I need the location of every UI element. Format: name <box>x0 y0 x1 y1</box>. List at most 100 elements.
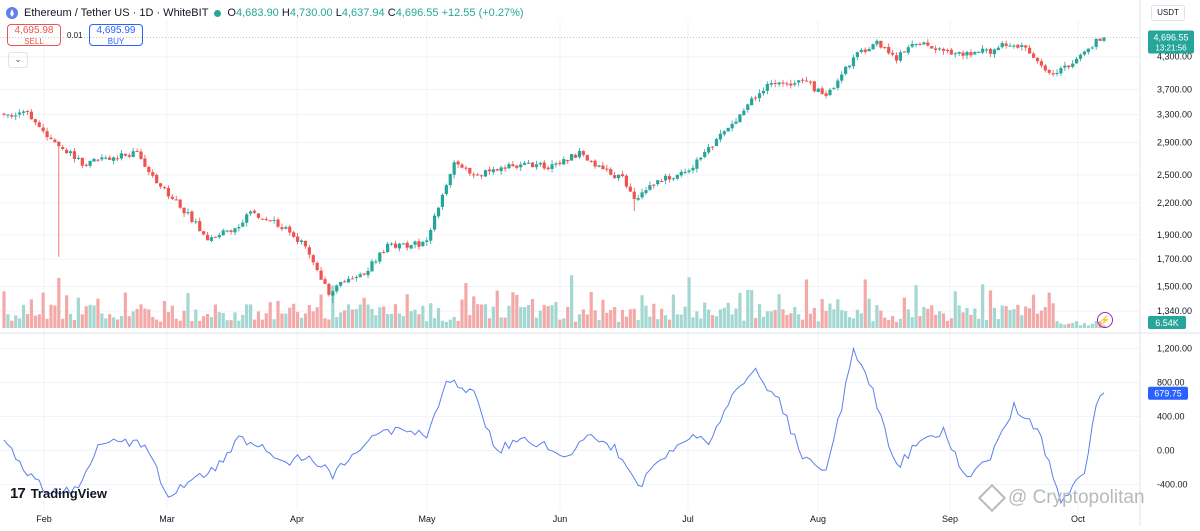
volume-bar <box>37 314 41 328</box>
volume-bar <box>464 283 468 328</box>
candle <box>765 81 769 95</box>
volume-bar <box>789 313 793 328</box>
volume-bar <box>104 318 108 328</box>
candle <box>472 172 476 179</box>
candle-body <box>444 185 448 195</box>
volume-bar <box>797 314 801 328</box>
candle <box>624 174 629 189</box>
buy-button[interactable]: 4,695.99 BUY <box>89 24 143 46</box>
volume-bar <box>765 311 769 328</box>
candle-body <box>577 150 582 158</box>
candle-body <box>319 270 323 280</box>
candle <box>84 163 88 168</box>
volume-bar <box>992 307 996 328</box>
candle-body <box>80 157 84 166</box>
volume-bar <box>245 304 249 328</box>
candle-body <box>178 199 182 208</box>
volume-bar <box>479 304 484 328</box>
candle <box>241 219 245 227</box>
volume-bar <box>589 291 593 328</box>
candle <box>25 110 30 115</box>
candle-body <box>996 47 1000 51</box>
candle-body <box>14 115 18 117</box>
candle-body <box>883 47 887 49</box>
volume-bar <box>335 317 339 328</box>
volume-bar <box>162 301 167 328</box>
candle-body <box>131 151 135 158</box>
candle <box>311 254 315 266</box>
candle-body <box>315 262 319 271</box>
candle <box>323 276 327 284</box>
volume-bar <box>429 303 433 328</box>
candle-body <box>448 174 452 186</box>
osc-tag <box>1148 386 1188 400</box>
price-tick-label: 2,200.00 <box>1157 198 1192 208</box>
candle-body <box>421 241 425 247</box>
volume-bar <box>804 279 809 328</box>
candle-body <box>863 49 867 52</box>
candle <box>789 79 793 89</box>
candle <box>503 164 507 172</box>
candle <box>280 223 284 232</box>
candle <box>1063 61 1067 72</box>
symbol-header[interactable]: Ethereum / Tether US · 1D · WhiteBIT O4,… <box>6 5 524 21</box>
candle <box>667 173 672 183</box>
volume-bar <box>1000 305 1004 328</box>
volume-bar <box>859 313 863 328</box>
candle <box>53 138 57 143</box>
candle <box>205 231 210 241</box>
oscillator <box>3 346 1105 505</box>
tradingview-logo[interactable]: 17 TradingView <box>10 485 107 502</box>
candle-body <box>147 166 151 173</box>
volume-bar <box>217 312 221 328</box>
sell-button[interactable]: 4,695.98 SELL <box>7 24 61 46</box>
brand-name: TradingView <box>30 486 108 501</box>
candle <box>840 71 844 84</box>
candle <box>18 109 22 118</box>
candle-body <box>953 53 957 55</box>
high-value: 4,730.00 <box>289 7 333 19</box>
time-tick-label: Sep <box>942 514 958 524</box>
volume-bar <box>914 285 918 328</box>
candle <box>409 244 413 250</box>
candle-body <box>656 180 660 185</box>
candle-body <box>354 276 358 278</box>
volume-bar <box>640 295 644 328</box>
candle <box>119 149 124 161</box>
candle <box>213 236 217 238</box>
candle-body <box>781 82 785 84</box>
lightning-icon[interactable]: ⚡ <box>1097 312 1113 328</box>
candle-body <box>272 219 276 221</box>
watermark-text: @ Cryptopolitan <box>1008 487 1145 508</box>
volume-bar <box>61 318 65 328</box>
candle <box>198 217 202 232</box>
collapse-legend-button[interactable]: ⌄ <box>8 52 28 68</box>
candle-body <box>663 175 668 181</box>
candle <box>483 169 488 178</box>
candle-body <box>104 157 108 159</box>
volume-bar <box>703 302 707 328</box>
candle <box>996 45 1000 51</box>
candle-body <box>21 111 26 113</box>
symbol-title[interactable]: Ethereum / Tether US · 1D · WhiteBIT <box>24 7 209 19</box>
currency-selector[interactable]: USDT <box>1151 5 1185 21</box>
candle <box>299 239 304 245</box>
candle-body <box>174 199 178 201</box>
candle <box>550 160 554 173</box>
candle-body <box>554 163 558 165</box>
candle-body <box>429 229 433 241</box>
candle <box>229 229 233 235</box>
volume-bar <box>620 309 625 328</box>
candle-body <box>894 55 899 61</box>
candle-body <box>127 155 131 157</box>
candle <box>793 80 797 87</box>
volume-bar <box>953 291 957 328</box>
candle <box>945 48 950 54</box>
volume-bar <box>389 313 394 328</box>
candle-body <box>1012 45 1016 47</box>
candle <box>703 149 707 159</box>
volume-bar <box>949 318 953 328</box>
volume-bar <box>362 297 366 328</box>
